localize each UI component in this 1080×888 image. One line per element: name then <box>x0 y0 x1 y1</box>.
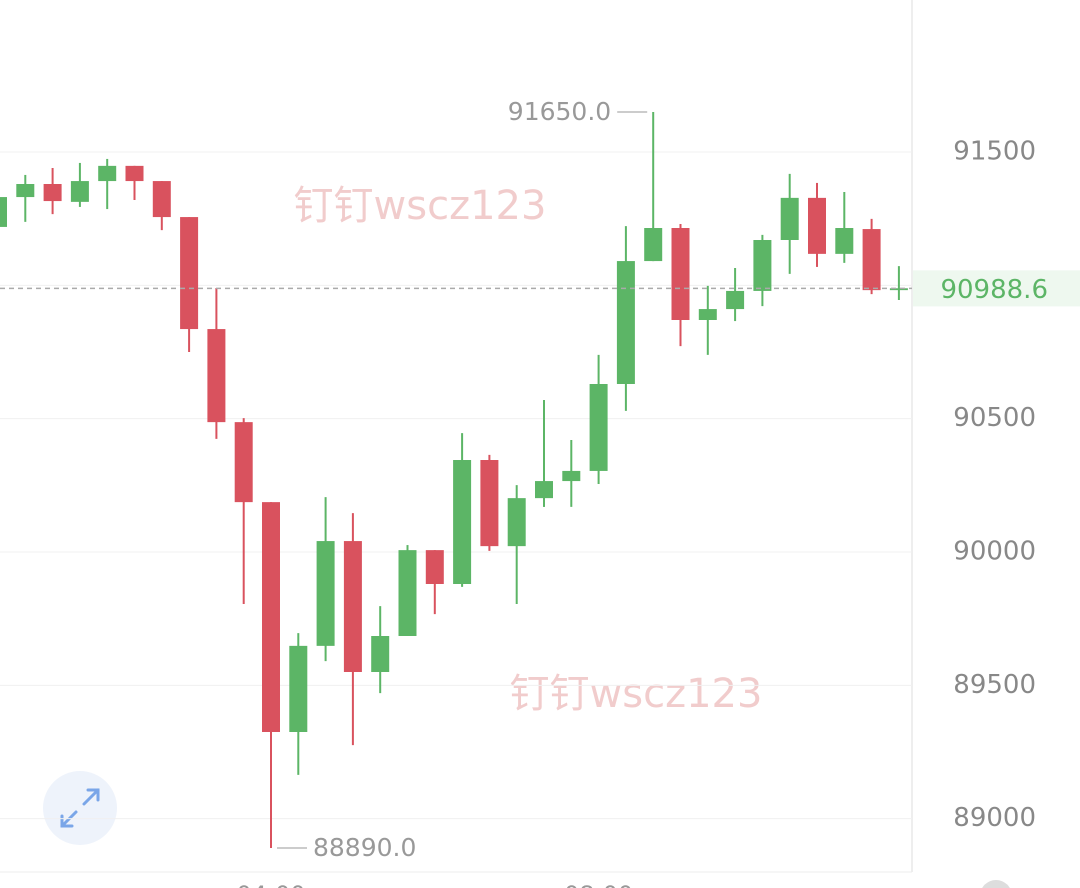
candle-body <box>726 290 745 310</box>
candle-body <box>835 228 854 254</box>
candle-body <box>125 165 144 182</box>
expand-button[interactable] <box>43 771 117 845</box>
candle-body <box>425 550 444 584</box>
annotation-label: 88890.0 <box>313 833 416 862</box>
candle-body <box>562 470 581 482</box>
y-tick-label: 91500 <box>953 137 1036 167</box>
candle-body <box>180 217 199 330</box>
x-tick-label: 04:00 <box>236 881 305 888</box>
candle-body <box>480 460 499 547</box>
candle-body <box>589 384 608 471</box>
y-tick-label: 90000 <box>953 537 1036 567</box>
scroll-indicator[interactable] <box>980 880 1012 888</box>
candle-body <box>234 422 253 503</box>
candle-body <box>671 228 690 320</box>
candle-body <box>698 309 717 320</box>
y-tick-label: 89500 <box>953 670 1036 700</box>
annotation-label: 91650.0 <box>508 97 611 126</box>
candle-body <box>889 288 908 291</box>
candle-body <box>453 460 472 584</box>
candle-body <box>289 645 308 732</box>
candle-body <box>0 197 7 227</box>
candle-body <box>371 636 390 672</box>
candle-body <box>43 184 62 202</box>
watermark: 钉钉wscz123 <box>294 183 547 229</box>
candle-body <box>644 228 663 262</box>
candle-body <box>535 481 553 499</box>
candle-body <box>753 240 772 291</box>
candle-body <box>207 329 226 423</box>
candle-body <box>616 261 635 384</box>
candle-body <box>507 498 526 547</box>
y-tick-label: 89000 <box>953 803 1036 833</box>
candle-body <box>16 184 35 198</box>
candle-body <box>70 181 89 202</box>
candle-body <box>808 197 826 254</box>
candle-body <box>316 541 335 646</box>
watermark: 钉钉wscz123 <box>510 671 763 717</box>
candle-body <box>262 502 280 732</box>
y-tick-label: 90500 <box>953 403 1036 433</box>
candle-body <box>862 229 881 291</box>
candle-body <box>398 550 417 636</box>
candle-body <box>780 197 799 240</box>
candle-body <box>152 181 171 218</box>
candle-body <box>343 541 362 672</box>
candle-body <box>98 165 117 182</box>
current-price-box <box>913 270 1080 307</box>
x-tick-label: 08:00 <box>564 881 633 888</box>
current-price-label: 90988.6 <box>940 275 1048 305</box>
